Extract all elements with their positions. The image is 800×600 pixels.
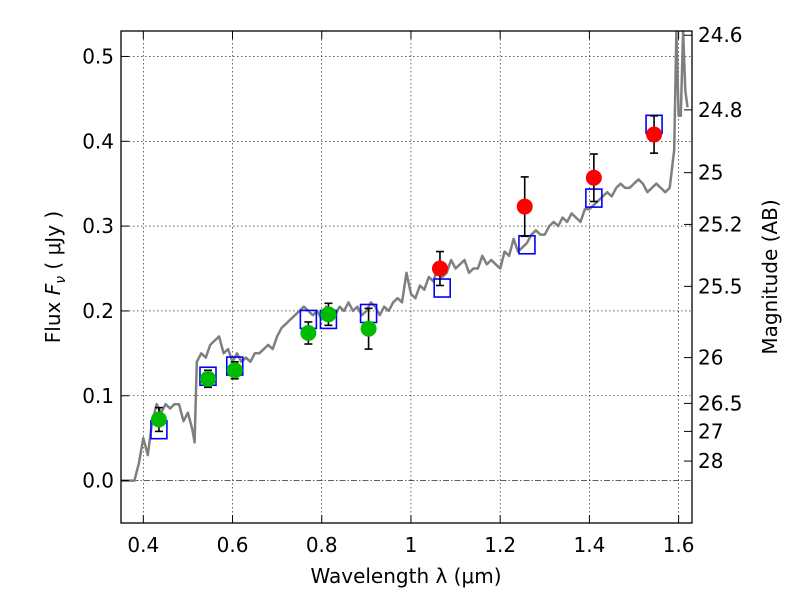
- photometry-point: [360, 320, 377, 337]
- magnitude-tick-label: 24.6: [698, 23, 743, 47]
- model-photometry-square: [433, 278, 451, 298]
- spectrum-line: [121, 31, 689, 482]
- x-tick-label: 1.6: [663, 533, 695, 557]
- magnitude-tick-label: 25.2: [698, 212, 743, 236]
- photometry-point: [226, 362, 243, 379]
- x-tick-label: 0.4: [127, 533, 159, 557]
- grid: [121, 31, 692, 523]
- y-tick-label: 0.4: [82, 129, 114, 153]
- x-tick-label: 1.2: [484, 533, 516, 557]
- magnitude-tick-label: 26: [698, 346, 723, 370]
- axis-tick-labels: 0.4 0.6 0.8 1 1.2 1.4 1.6 0.0 0.1 0.2 0.3 0.4 0.5 24.…: [82, 23, 742, 557]
- y-tick-label: 0.2: [82, 299, 114, 323]
- photometry-point: [320, 306, 337, 323]
- photometry-point: [150, 411, 167, 428]
- x-tick-label: 0.8: [306, 533, 338, 557]
- magnitude-tick-label: 25: [698, 161, 723, 185]
- photometry-points-layer: [150, 126, 663, 428]
- x-tick-label: 1.4: [573, 533, 605, 557]
- photometry-point: [516, 198, 533, 215]
- plot-frame: [120, 30, 693, 524]
- photometry-point: [585, 169, 602, 186]
- magnitude-tick-label: 26.5: [698, 391, 743, 415]
- x-tick-label: 1: [405, 533, 418, 557]
- magnitude-tick-label: 27: [698, 419, 723, 443]
- magnitude-tick-label: 25.5: [698, 274, 743, 298]
- y-tick-label: 0.3: [82, 214, 114, 238]
- y-axis-label: Flux Fν ( μJy ): [41, 211, 69, 343]
- axis-ticks: [121, 31, 692, 523]
- magnitude-tick-label: 24.8: [698, 98, 743, 122]
- spectrum-layer: [121, 31, 689, 482]
- photometry-point: [199, 370, 216, 387]
- photometry-point: [431, 260, 448, 277]
- magnitude-tick-label: 28: [698, 449, 723, 473]
- magnitude-axis-label: Magnitude (AB): [758, 199, 782, 354]
- y-tick-label: 0.0: [82, 469, 114, 493]
- y-axis-label-prefix: Flux: [41, 295, 65, 343]
- photometry-point: [300, 324, 317, 341]
- y-tick-label: 0.5: [82, 44, 114, 68]
- x-tick-label: 0.6: [217, 533, 249, 557]
- x-axis-label: Wavelength λ (μm): [310, 564, 501, 588]
- y-axis-label-symbol: F: [41, 283, 65, 295]
- y-axis-label-suffix: ( μJy ): [41, 211, 65, 276]
- photometry-point: [646, 126, 663, 143]
- y-tick-label: 0.1: [82, 384, 114, 408]
- y-axis-label-subscript: ν: [53, 276, 69, 284]
